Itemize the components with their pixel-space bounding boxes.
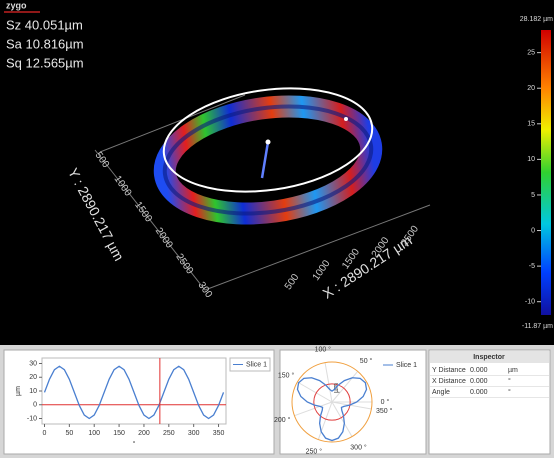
x-tick-label: 0 — [43, 430, 47, 437]
x-tick-label: 350 — [213, 430, 225, 437]
y-tick-label: 20 — [29, 374, 37, 381]
inspector-cell: X Distance — [432, 378, 466, 385]
angle-tick-label: 0 ° — [381, 398, 390, 406]
y-axis-label: µm — [15, 386, 22, 396]
angle-tick-label: 200 ° — [274, 416, 291, 424]
x-tick-label: 250 — [163, 430, 175, 437]
inspector-cell: µm — [508, 367, 518, 374]
stat-line: Sq 12.565µm — [6, 55, 84, 70]
inspector-panel — [429, 350, 550, 454]
colorbar-tick-label: -5 — [529, 263, 535, 270]
colorbar-tick-label: 0 — [531, 227, 535, 234]
angle-tick-label: 250 ° — [306, 448, 323, 456]
angle-tick-label: 150 ° — [278, 371, 295, 379]
colorbar-end-label: -11.87 µm — [522, 323, 553, 330]
y-tick-label: 0 — [33, 402, 37, 409]
stat-line: Sz 40.051µm — [6, 17, 83, 32]
angle-tick-label: 300 ° — [350, 444, 367, 452]
inspector-cell: 0.000 — [470, 389, 488, 396]
colorbar-tick-label: 25 — [527, 49, 535, 56]
inspector-cell: ° — [508, 388, 511, 396]
x-tick-label: 100 — [88, 430, 100, 437]
inspector-cell: ° — [508, 377, 511, 385]
legend-label: Slice 1 — [246, 361, 267, 368]
inspector-cell: Y Distance — [432, 367, 466, 374]
x-tick-label: 300 — [188, 430, 200, 437]
inspector-cell: 0.000 — [470, 378, 488, 385]
stat-line: Sa 10.816µm — [6, 36, 84, 51]
angle-tick-label: 100 ° — [315, 346, 332, 354]
y-tick-label: 10 — [29, 388, 37, 395]
colorbar-tick-label: 15 — [527, 121, 535, 128]
inspector-title: Inspector — [473, 354, 505, 361]
page: { "header": {"logo": "zygo", "stats": ["… — [0, 0, 554, 458]
logo: zygo — [6, 0, 27, 10]
legend-label: Slice 1 — [396, 362, 417, 369]
stats: Sz 40.051µm Sa 10.816µm Sq 12.565µm — [6, 17, 84, 70]
inspector-cell: 0.000 — [470, 367, 488, 374]
colorbar-tick-label: -10 — [525, 299, 535, 306]
angle-tick-label: 350 ° — [376, 407, 393, 415]
x-tick-label: 200 — [138, 430, 150, 437]
x-tick-label: 150 — [113, 430, 125, 437]
colorbar-tick-label: 5 — [531, 192, 535, 199]
app-window: zygo Sz 40.051µm Sa 10.816µm Sq 12.565µm Y… — [0, 0, 554, 458]
colorbar-end-label: 28.182 µm — [520, 16, 553, 23]
x-axis-label: ° — [133, 440, 136, 448]
colorbar — [541, 30, 551, 315]
angle-tick-label: 50 ° — [360, 357, 373, 365]
y-tick-label: -10 — [27, 415, 37, 422]
colorbar-tick-label: 20 — [527, 85, 535, 92]
x-tick-label: 50 — [65, 430, 73, 437]
colorbar-tick-label: 10 — [527, 156, 535, 163]
y-tick-label: 30 — [29, 360, 37, 367]
inspector-cell: Angle — [432, 389, 450, 396]
